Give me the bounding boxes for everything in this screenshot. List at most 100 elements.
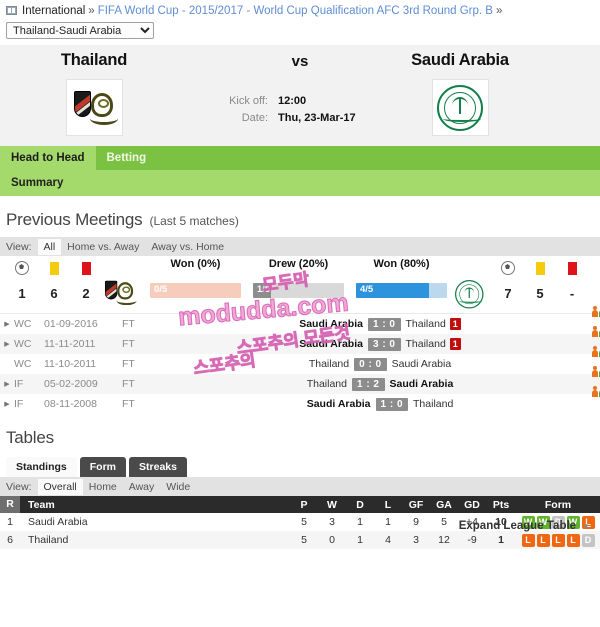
match-row[interactable]: ▶ WC 01-09-2016 FT Saudi Arabia 1 : 0 Thailand… xyxy=(0,306,600,334)
view-option-away-vs-home[interactable]: Away vs. Home xyxy=(151,240,225,253)
standings-team: Thailand xyxy=(28,534,69,546)
match-away-team[interactable]: Saudi Arabia xyxy=(391,358,452,370)
expand-arrow-icon[interactable]: ▶ xyxy=(4,341,10,348)
match-competition: WC xyxy=(14,318,32,330)
tab-summary[interactable]: Summary xyxy=(11,177,64,189)
match-select[interactable]: Thailand-Saudi Arabia xyxy=(6,22,154,39)
away-team-name[interactable]: Saudi Arabia xyxy=(411,51,509,69)
match-score: 1 : 0 xyxy=(375,397,409,411)
home-goals-stat: 1 xyxy=(6,260,38,301)
tables-view-label: View: xyxy=(6,480,32,493)
table-row[interactable]: 1 Saudi Arabia 5 3 1 1 9 5 +4 10 W W D W L xyxy=(0,513,600,531)
form-badge[interactable]: L xyxy=(551,533,565,547)
form-badge[interactable]: L xyxy=(521,533,535,547)
breadcrumb-separator: » xyxy=(88,4,95,17)
away-team-block: Saudi Arabia xyxy=(372,51,548,136)
standings-body: 1 Saudi Arabia 5 3 1 1 9 5 +4 10 W W D W L 6 Thailand 5 0 1… xyxy=(0,513,600,549)
home-discipline-stats: 1 6 2 xyxy=(6,260,102,301)
match-away-team[interactable]: Thailand xyxy=(405,318,446,330)
breadcrumb-league-link[interactable]: FIFA World Cup - 2015/2017 - World Cup Q… xyxy=(97,4,493,17)
tables-view-wide[interactable]: Wide xyxy=(166,480,191,493)
match-home-team[interactable]: Thailand xyxy=(308,358,350,370)
tab-betting[interactable]: Betting xyxy=(106,152,147,164)
view-option-all[interactable]: All xyxy=(37,238,62,255)
form-badge[interactable]: W xyxy=(536,515,550,529)
match-score: 3 : 0 xyxy=(367,337,401,351)
column-l: L xyxy=(384,498,392,511)
match-fixture: Saudi Arabia 1 : 0 Thailand xyxy=(188,397,600,411)
form-badge[interactable]: L xyxy=(536,533,550,547)
match-score: 1 : 0 xyxy=(367,317,401,331)
tables-view-home[interactable]: Home xyxy=(88,480,117,493)
column-ga: GA xyxy=(436,498,452,511)
match-row[interactable]: ▶ IF 08-11-2008 FT Saudi Arabia 1 : 0 Thailand xyxy=(0,386,600,414)
away-discipline-stats: 7 5 - xyxy=(492,260,588,301)
breadcrumb: International » FIFA World Cup - 2015/20… xyxy=(0,0,600,19)
away-red-stat: - xyxy=(556,260,588,301)
bar-label-win: Won (80%) xyxy=(373,258,430,270)
match-status: FT xyxy=(122,338,135,350)
standings-d: 1 xyxy=(357,516,363,528)
form-badge[interactable]: W xyxy=(521,515,535,529)
expand-league-table-button[interactable]: Expand League Table ▼ xyxy=(459,520,590,532)
match-row[interactable]: WC 11-10-2011 FT Thailand 0 : 0 Saudi Arabia xyxy=(0,346,600,374)
match-away-team[interactable]: Saudi Arabia xyxy=(389,378,454,390)
away-yellow-value: 5 xyxy=(536,286,544,301)
home-team-name[interactable]: Thailand xyxy=(60,51,128,69)
standings-w: 0 xyxy=(329,534,335,546)
standings-team: Saudi Arabia xyxy=(28,516,88,528)
standings-p: 5 xyxy=(301,534,307,546)
saudi-crest-icon-small xyxy=(455,280,484,309)
yellow-card-icon-away xyxy=(535,261,545,275)
table-row[interactable]: 6 Thailand 5 0 1 4 3 12 -9 1 L L L L D xyxy=(0,531,600,549)
match-row[interactable]: ▶ WC 11-11-2011 FT Saudi Arabia 3 : 0 Thailand… xyxy=(0,326,600,354)
primary-tab-bar: Head to Head Betting xyxy=(0,146,600,170)
previous-meetings-title: Previous Meetings xyxy=(6,210,143,229)
bar-draw-value: 1/5 xyxy=(257,284,271,295)
match-row[interactable]: ▶ IF 05-02-2009 FT Thailand 1 : 2 Saudi Arabia xyxy=(0,366,600,394)
away-goals-stat: 7 xyxy=(492,260,524,301)
bar-win-value: 4/5 xyxy=(360,284,374,295)
match-fixture: Thailand 1 : 2 Saudi Arabia xyxy=(188,377,600,391)
expand-arrow-icon[interactable]: ▶ xyxy=(4,381,10,388)
match-home-team[interactable]: Saudi Arabia xyxy=(306,398,371,410)
saudi-crest-icon xyxy=(437,84,483,131)
match-away-team[interactable]: Thailand xyxy=(405,338,446,350)
match-home-team[interactable]: Saudi Arabia xyxy=(299,318,363,330)
match-home-team[interactable]: Saudi Arabia xyxy=(299,338,363,350)
match-date: 08-11-2008 xyxy=(44,398,97,410)
tab-head-to-head[interactable]: Head to Head xyxy=(0,146,96,170)
form-badge[interactable]: D xyxy=(581,533,595,547)
standings-gd: +4 xyxy=(466,516,478,528)
previous-matches-list: ▶ WC 01-09-2016 FT Saudi Arabia 1 : 0 Thailand… xyxy=(0,306,600,414)
secondary-tab-bar: Summary xyxy=(0,170,600,196)
form-badge[interactable]: D xyxy=(551,515,565,529)
standings-ga: 12 xyxy=(438,534,450,546)
bar-label-lose: Won (0%) xyxy=(170,258,221,270)
form-badge[interactable]: L xyxy=(581,515,595,529)
tables-view-away[interactable]: Away xyxy=(128,480,155,493)
tab-form[interactable]: Form xyxy=(79,457,127,477)
match-date: 05-02-2009 xyxy=(44,378,98,390)
breadcrumb-home[interactable]: International xyxy=(22,4,86,17)
form-badge[interactable]: W xyxy=(566,515,580,529)
standings-gf: 9 xyxy=(413,516,419,528)
match-home-team[interactable]: Thailand xyxy=(306,378,347,390)
expand-arrow-icon[interactable]: ▶ xyxy=(4,321,10,328)
view-option-home-vs-away[interactable]: Home vs. Away xyxy=(67,240,140,253)
tab-streaks[interactable]: Streaks xyxy=(129,457,187,477)
previous-meetings-view-bar: View: All Home vs. Away Away vs. Home xyxy=(0,237,600,256)
view-label: View: xyxy=(6,240,32,253)
form-badge[interactable]: L xyxy=(566,533,580,547)
kickoff-info: Kick off: 12:00 Date: Thu, 23-Mar-17 xyxy=(196,95,404,129)
expand-arrow-icon[interactable]: ▶ xyxy=(4,401,10,408)
home-red-stat: 2 xyxy=(70,260,102,301)
match-away-team[interactable]: Thailand xyxy=(413,398,454,410)
breadcrumb-separator-2: » xyxy=(495,4,503,17)
standings-pts: 10 xyxy=(495,516,507,528)
tab-standings[interactable]: Standings xyxy=(6,457,77,477)
vs-label: vs xyxy=(291,53,309,70)
tables-view-overall[interactable]: Overall xyxy=(37,478,83,495)
